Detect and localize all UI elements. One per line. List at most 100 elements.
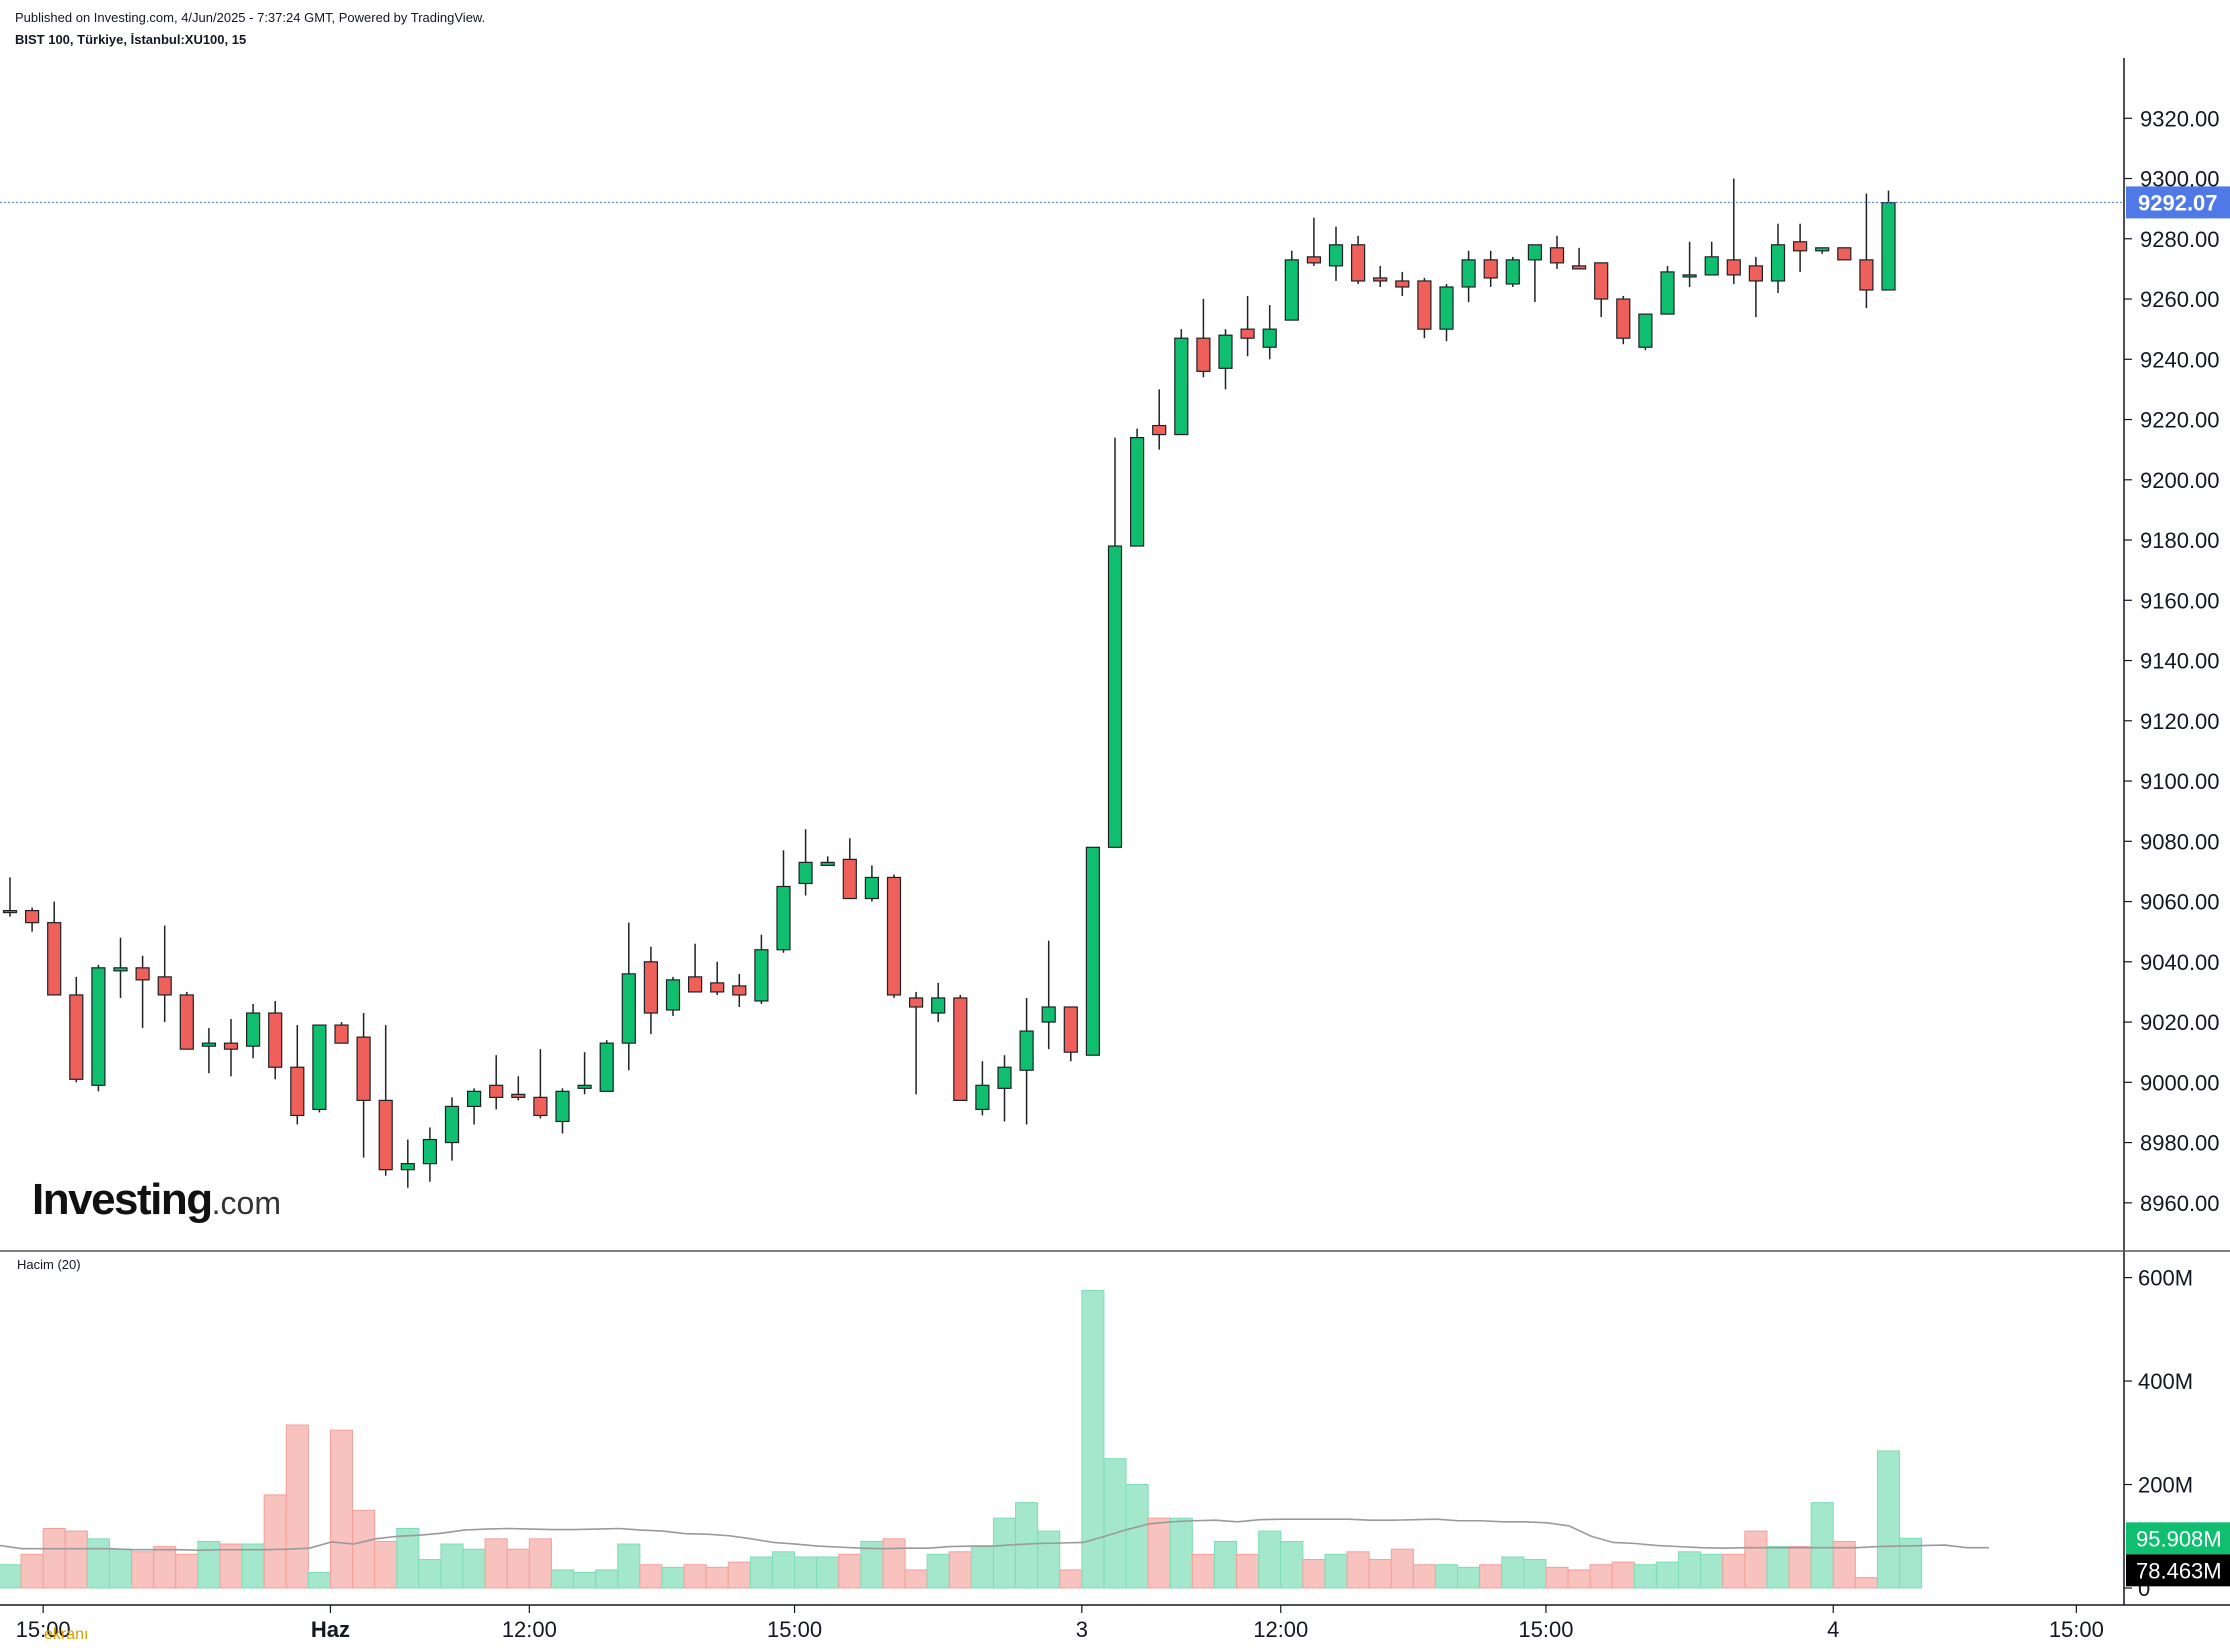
volume-bar xyxy=(285,1424,309,1589)
volume-bar xyxy=(1545,1566,1569,1589)
price-tick-label: 9040.00 xyxy=(2140,950,2220,975)
volume-bar xyxy=(1081,1290,1105,1589)
volume-bar xyxy=(1412,1564,1436,1589)
price-tick-label: 9080.00 xyxy=(2140,829,2220,854)
price-tick-label: 9020.00 xyxy=(2140,1010,2220,1035)
candle-body xyxy=(1616,298,1631,339)
volume-bar xyxy=(595,1569,619,1589)
volume-bar xyxy=(307,1571,331,1589)
volume-bar xyxy=(882,1538,906,1589)
candle-body xyxy=(1638,313,1653,348)
volume-bar xyxy=(816,1556,840,1589)
candle-body xyxy=(820,861,835,866)
candle-body xyxy=(1660,271,1675,315)
volume-last-tag xyxy=(2126,1522,2230,1555)
volume-bar xyxy=(1125,1484,1149,1589)
volume-bar xyxy=(0,1564,22,1589)
candle-body xyxy=(201,1042,216,1047)
volume-bar xyxy=(219,1543,243,1589)
last-price-tag xyxy=(2126,186,2230,219)
volume-bar xyxy=(1854,1577,1878,1589)
candle-body xyxy=(1726,259,1741,276)
volume-bar xyxy=(396,1528,420,1589)
volume-bar xyxy=(153,1546,177,1589)
volume-bar xyxy=(1457,1566,1481,1589)
volume-ma-tag xyxy=(2126,1554,2230,1587)
volume-bar xyxy=(948,1551,972,1589)
investing-logo: Investing.com xyxy=(32,1178,281,1222)
published-info: Published on Investing.com, 4/Jun/2025 -… xyxy=(15,10,486,25)
volume-bar xyxy=(749,1556,773,1589)
candle-body xyxy=(1063,1006,1078,1053)
volume-bar xyxy=(352,1509,376,1589)
candle-body xyxy=(533,1096,548,1117)
volume-ma-line xyxy=(0,1518,1989,1552)
volume-bar xyxy=(108,1548,133,1589)
candle-body xyxy=(908,997,924,1008)
candle-body xyxy=(1107,545,1123,848)
candle-body xyxy=(643,961,659,1014)
last-price-label: 9292.07 xyxy=(2138,190,2218,215)
volume-tick-label: 200M xyxy=(2138,1473,2193,1498)
candle-body xyxy=(47,922,62,996)
candle-body xyxy=(1350,244,1366,282)
price-tick-label: 9320.00 xyxy=(2140,106,2220,131)
axes-layer: 9320.009300.009280.009260.009240.009220.… xyxy=(0,58,2230,1642)
volume-bar xyxy=(1899,1537,1923,1589)
candle-body xyxy=(157,976,172,996)
volume-bar xyxy=(661,1566,685,1589)
candle-body xyxy=(555,1090,570,1123)
price-tick-label: 9120.00 xyxy=(2140,709,2220,734)
candle-body xyxy=(1417,280,1432,330)
volume-bar xyxy=(1037,1530,1061,1589)
volume-tick-label: 400M xyxy=(2138,1369,2193,1394)
volume-bar xyxy=(1169,1517,1193,1589)
candle-body xyxy=(1549,247,1565,264)
volume-last-label: 95.908M xyxy=(2136,1526,2222,1551)
volume-bar xyxy=(1191,1553,1215,1589)
volume-tick-label: 600M xyxy=(2138,1266,2193,1291)
volume-bar xyxy=(462,1548,486,1589)
candle-body xyxy=(246,1012,261,1047)
candle-body xyxy=(1306,256,1322,264)
volume-bar xyxy=(241,1543,265,1589)
price-tick-label: 9180.00 xyxy=(2140,528,2220,553)
volume-bar xyxy=(683,1564,707,1589)
time-tick-label: 12:00 xyxy=(1253,1617,1308,1642)
candle-body xyxy=(1085,846,1101,1056)
volume-bar xyxy=(1611,1561,1635,1589)
volume-bar xyxy=(197,1540,221,1589)
price-tick-label: 9260.00 xyxy=(2140,287,2220,312)
candle-body xyxy=(1815,247,1830,252)
price-tick-label: 9200.00 xyxy=(2140,468,2220,493)
candle-body xyxy=(511,1093,526,1098)
candle-body xyxy=(25,909,40,924)
candle-body xyxy=(1041,1006,1056,1023)
volume-bar xyxy=(904,1569,928,1589)
volume-layer xyxy=(0,1290,1989,1589)
candle-body xyxy=(975,1084,990,1111)
price-tick-label: 9100.00 xyxy=(2140,769,2220,794)
candle-body xyxy=(179,994,194,1050)
candle-body xyxy=(842,858,857,900)
volume-bar xyxy=(1832,1540,1856,1589)
volume-bar xyxy=(20,1553,44,1589)
candle-body xyxy=(798,861,813,885)
candle-body xyxy=(1505,259,1520,285)
candle-body xyxy=(1240,328,1255,339)
time-tick-label: 4 xyxy=(1827,1617,1839,1642)
volume-bar xyxy=(263,1494,287,1589)
candle-body xyxy=(1594,262,1609,300)
volume-bar xyxy=(1788,1546,1812,1589)
volume-bar xyxy=(42,1528,66,1589)
volume-bar xyxy=(1368,1559,1392,1589)
volume-bar xyxy=(1479,1564,1503,1589)
candle-body xyxy=(1152,424,1167,436)
time-tick-label: 15:00 xyxy=(1518,1617,1573,1642)
candle-body xyxy=(69,994,84,1080)
candle-body xyxy=(1461,259,1476,288)
volume-bar xyxy=(970,1546,994,1589)
logo-main: Investing xyxy=(32,1175,213,1224)
candle-body xyxy=(1881,202,1896,291)
candle-body xyxy=(1527,244,1543,261)
